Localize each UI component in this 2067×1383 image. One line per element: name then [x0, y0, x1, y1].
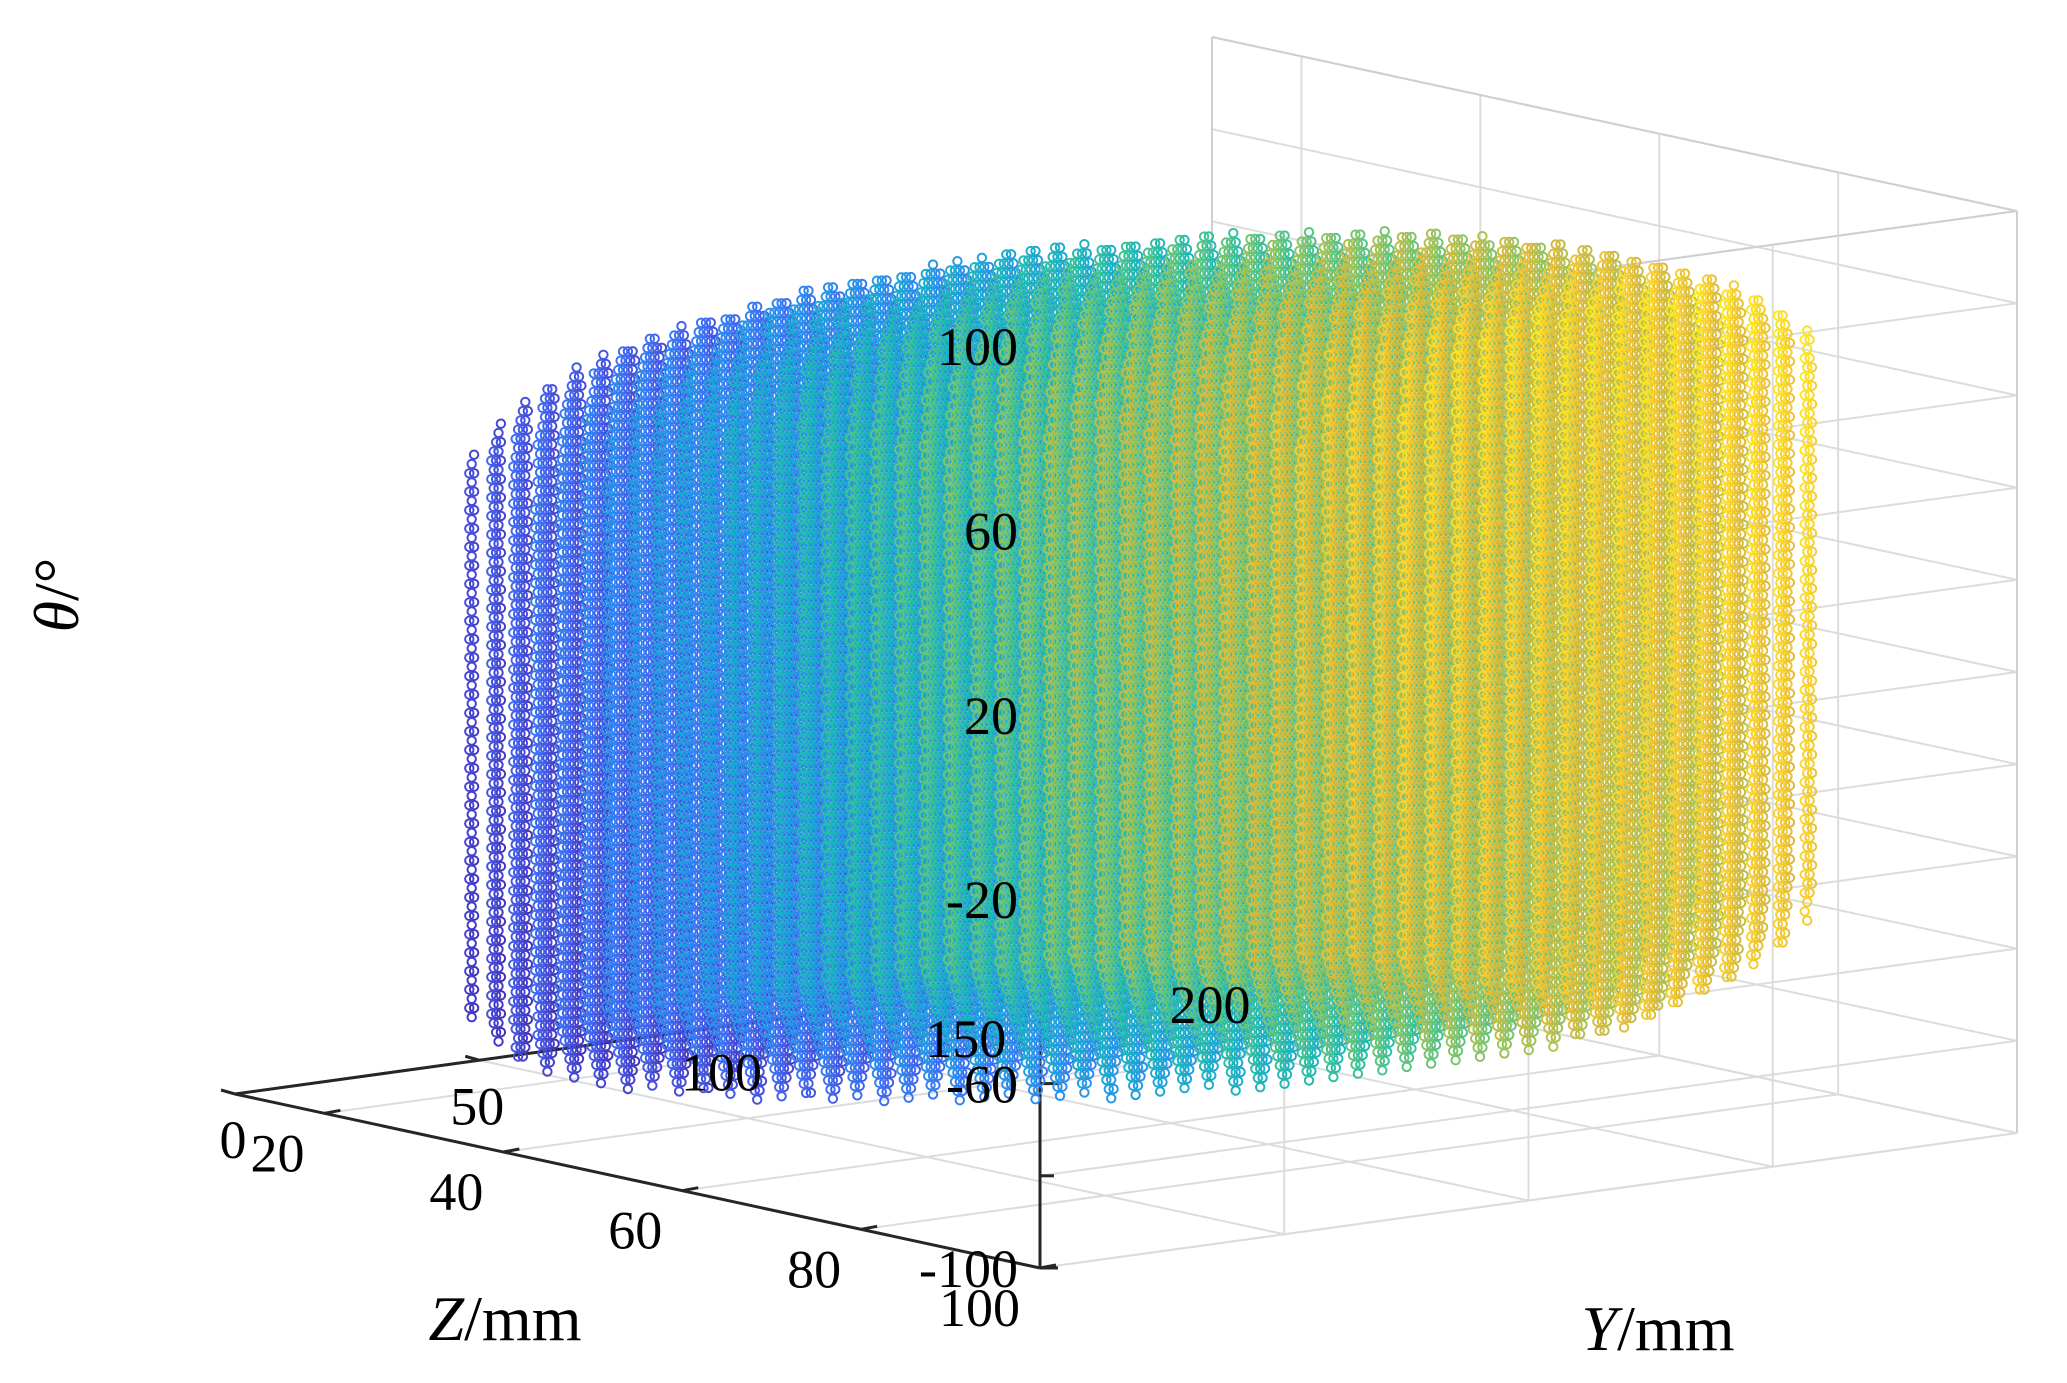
- z-tick: [503, 1149, 519, 1152]
- y-tick: [221, 1090, 235, 1094]
- data-point: [1749, 960, 1757, 968]
- data-point: [1801, 907, 1809, 915]
- data-point: [1620, 1023, 1628, 1031]
- z-tick: [861, 1226, 877, 1229]
- data-point: [1803, 916, 1811, 924]
- y-tick: [465, 1056, 479, 1060]
- z-tick: [324, 1110, 340, 1113]
- box-edge: [1212, 37, 2017, 211]
- data-point: [1730, 281, 1738, 289]
- data-point: [1803, 326, 1811, 334]
- z-tick: [682, 1188, 698, 1191]
- data-points: [465, 227, 1816, 1105]
